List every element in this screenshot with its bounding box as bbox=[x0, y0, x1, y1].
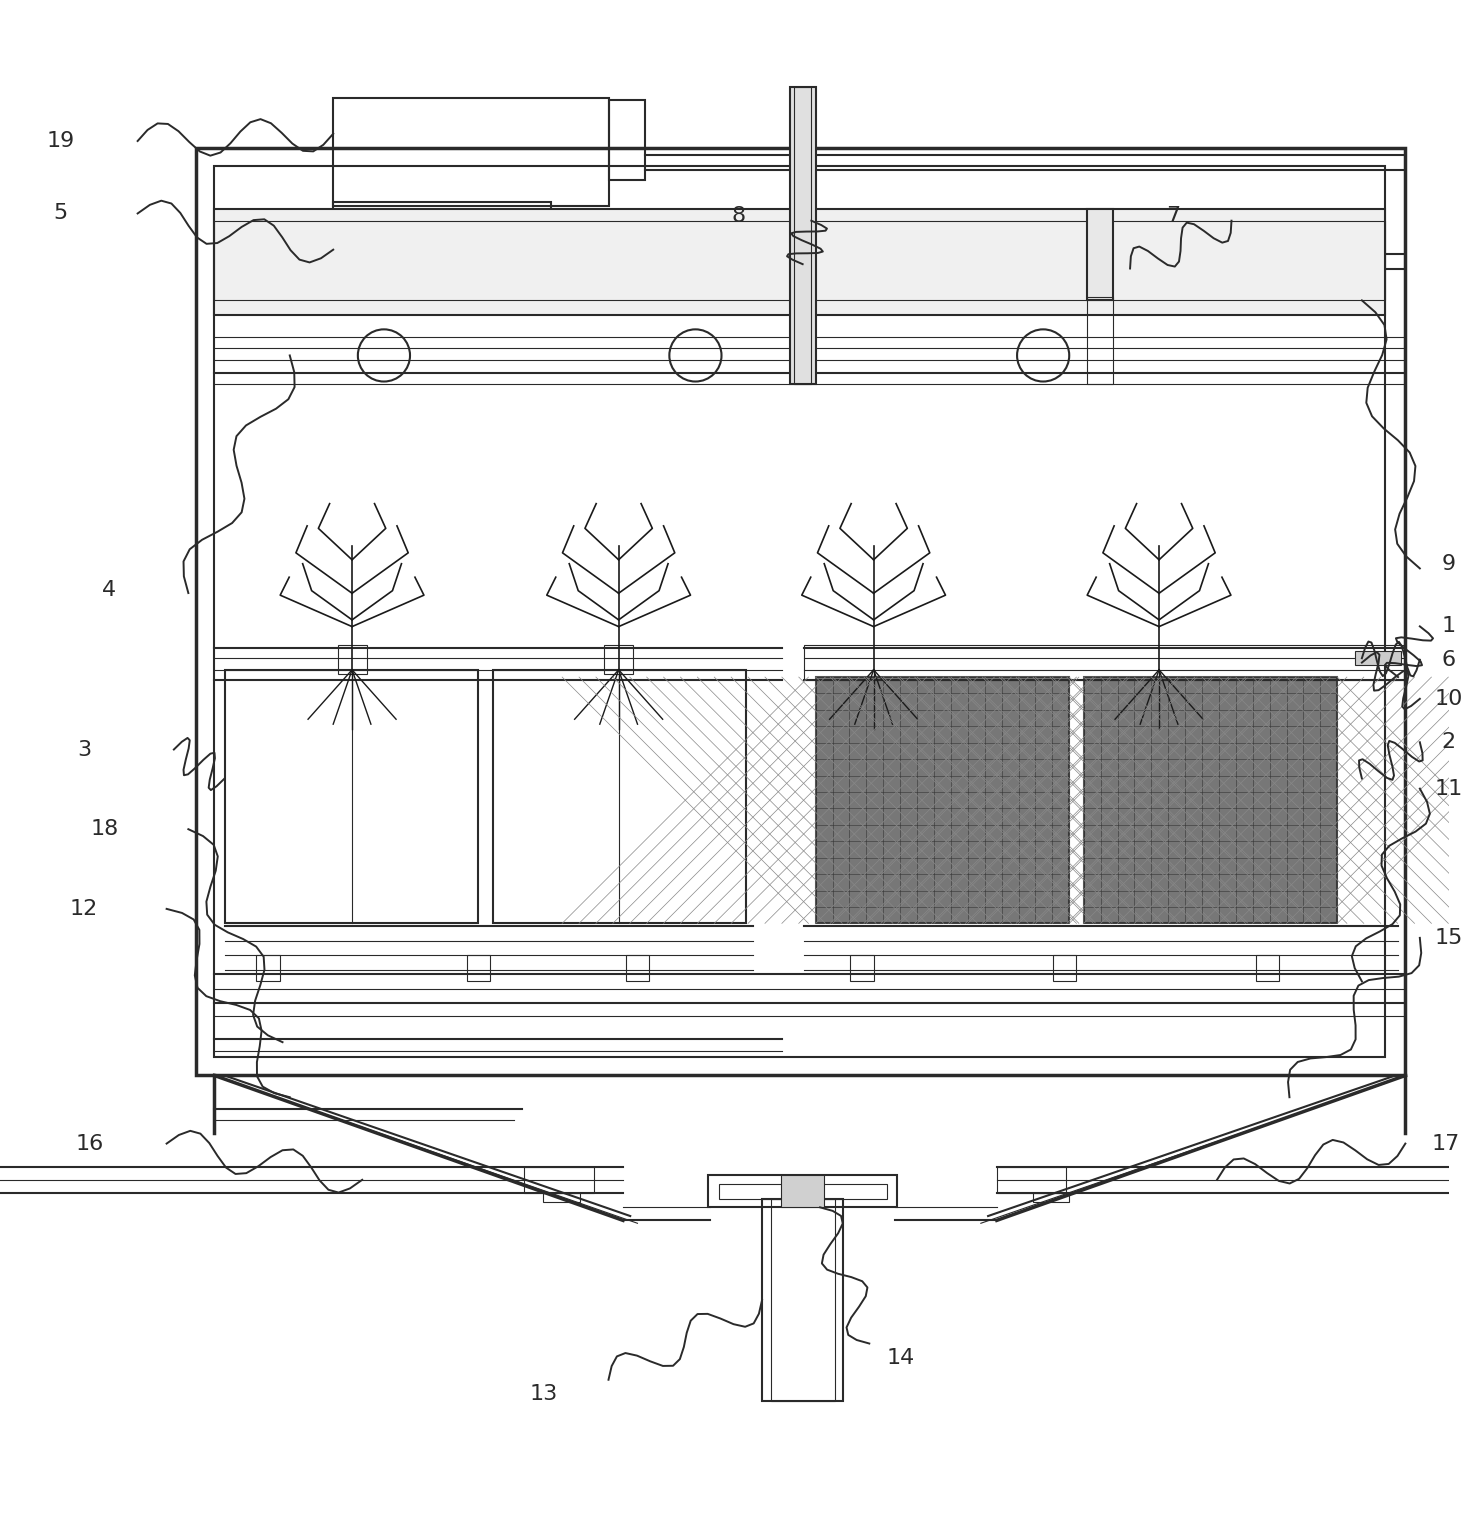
Bar bbox=[996, 1167, 1067, 1193]
Bar bbox=[334, 98, 609, 206]
Bar bbox=[334, 202, 550, 301]
Bar bbox=[794, 87, 812, 385]
Bar bbox=[1084, 677, 1337, 923]
Bar bbox=[816, 677, 1069, 923]
Text: 17: 17 bbox=[1432, 1134, 1460, 1154]
Bar bbox=[762, 1198, 843, 1401]
Bar bbox=[1053, 955, 1077, 981]
Text: 10: 10 bbox=[1435, 689, 1463, 709]
Bar bbox=[1257, 955, 1279, 981]
Bar bbox=[543, 1193, 579, 1201]
Text: 9: 9 bbox=[1441, 555, 1456, 575]
Bar bbox=[1033, 1193, 1069, 1201]
Bar bbox=[1087, 298, 1113, 385]
Text: 3: 3 bbox=[78, 740, 91, 759]
Bar bbox=[467, 955, 490, 981]
Text: 16: 16 bbox=[76, 1134, 104, 1154]
Text: 4: 4 bbox=[101, 581, 116, 601]
Bar bbox=[708, 1175, 897, 1207]
Bar bbox=[196, 148, 1406, 1076]
Text: 18: 18 bbox=[91, 819, 119, 839]
Bar bbox=[493, 669, 746, 923]
Text: 5: 5 bbox=[54, 203, 67, 223]
Bar bbox=[781, 1175, 824, 1207]
Bar bbox=[626, 955, 650, 981]
Text: 2: 2 bbox=[1441, 732, 1456, 752]
Bar bbox=[805, 645, 1406, 680]
Bar bbox=[1355, 651, 1402, 666]
Text: 6: 6 bbox=[1441, 649, 1456, 669]
Bar bbox=[850, 955, 873, 981]
Bar bbox=[604, 645, 633, 674]
Text: 1: 1 bbox=[1441, 616, 1456, 636]
Text: 19: 19 bbox=[47, 131, 75, 151]
Bar bbox=[215, 220, 1385, 301]
Bar bbox=[215, 209, 1385, 315]
Text: 14: 14 bbox=[887, 1348, 916, 1368]
Text: 15: 15 bbox=[1435, 927, 1463, 947]
Text: 11: 11 bbox=[1435, 779, 1463, 799]
Bar bbox=[524, 1167, 594, 1193]
Text: 8: 8 bbox=[732, 206, 746, 226]
Bar bbox=[224, 669, 478, 923]
Bar bbox=[256, 955, 279, 981]
Bar bbox=[771, 1198, 834, 1401]
Bar bbox=[790, 87, 816, 385]
Text: 7: 7 bbox=[1166, 206, 1181, 226]
Bar bbox=[609, 101, 645, 180]
Text: 13: 13 bbox=[530, 1384, 557, 1404]
Bar bbox=[215, 165, 1385, 1057]
Bar bbox=[1087, 209, 1113, 301]
Bar bbox=[609, 219, 641, 277]
Bar bbox=[718, 1184, 887, 1198]
Text: 12: 12 bbox=[70, 898, 98, 918]
Bar bbox=[338, 645, 367, 674]
